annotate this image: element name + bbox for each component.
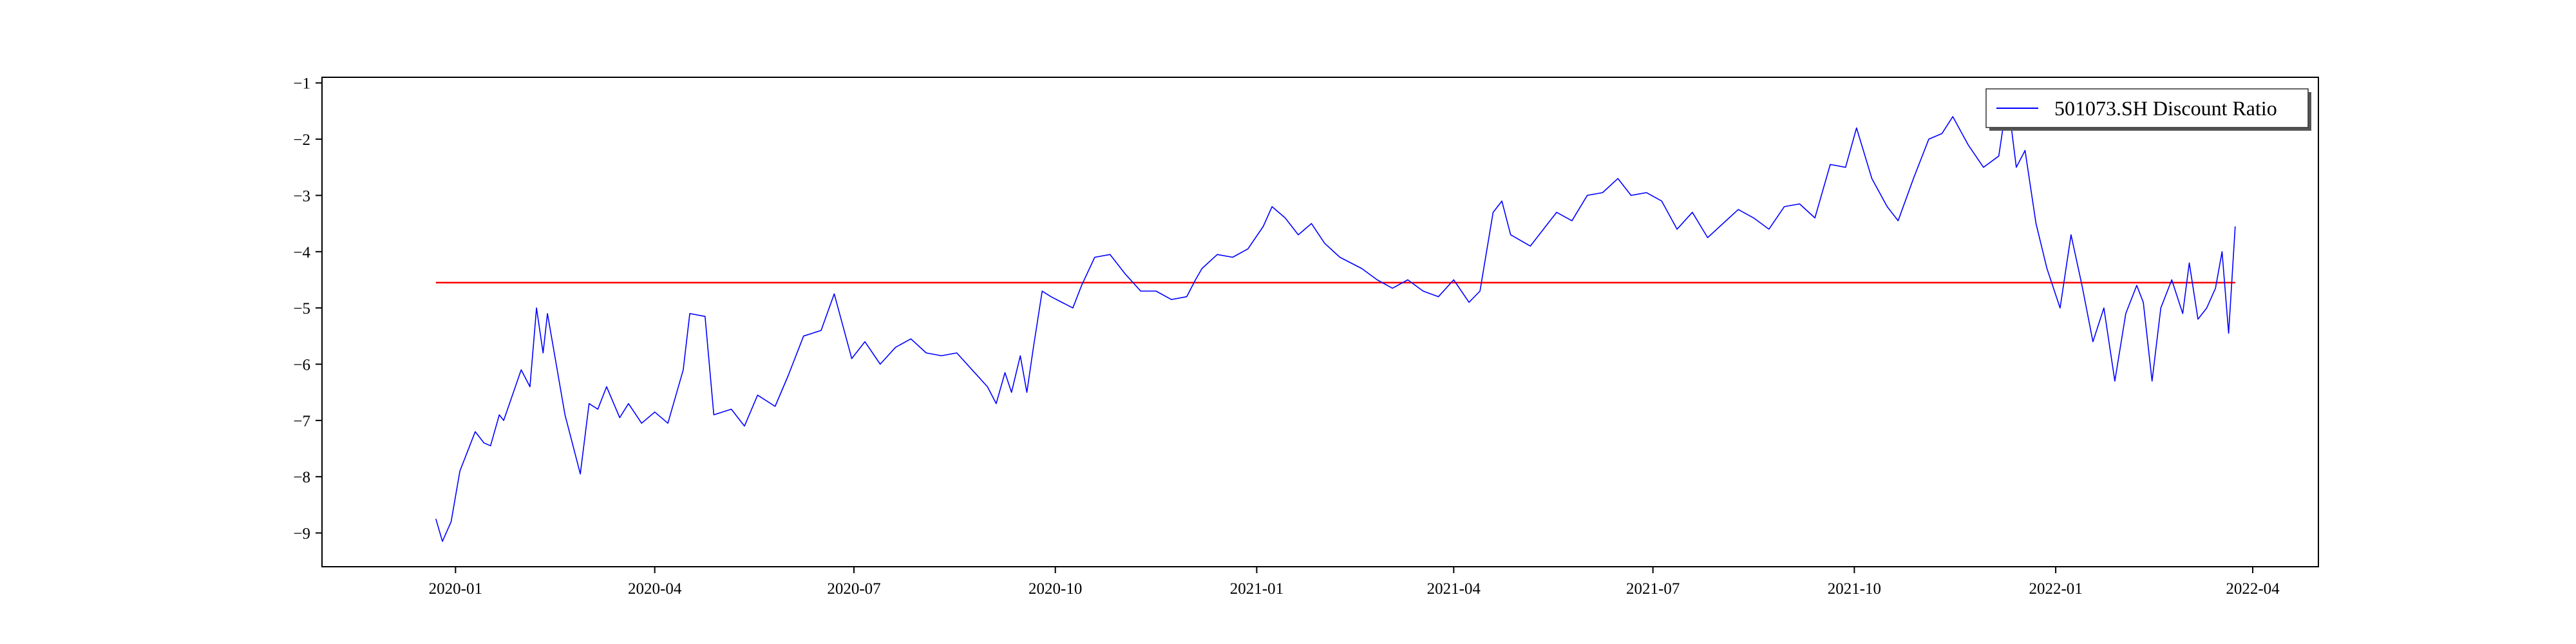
x-tick-label: 2021-04 [1427, 580, 1481, 598]
x-tick-label: 2021-10 [1828, 580, 1881, 598]
x-tick-label: 2022-04 [2226, 580, 2280, 598]
x-tick-label: 2021-01 [1230, 580, 1283, 598]
y-tick-label: −2 [293, 131, 310, 149]
y-tick-label: −3 [293, 187, 310, 205]
legend-box [1985, 88, 2309, 128]
x-tick-label: 2022-01 [2029, 580, 2082, 598]
series-line [435, 96, 2236, 542]
y-tick-label: −6 [293, 357, 310, 374]
y-tick-label: −9 [293, 526, 310, 543]
y-tick-label: −5 [293, 300, 310, 317]
x-axis: 2020-01 2020-04 2020-07 2020-10 2021-01 2021-… [429, 567, 2280, 598]
x-tick-label: 2020-04 [628, 580, 682, 598]
y-tick-label: −1 [293, 75, 310, 93]
x-tick-label: 2020-07 [827, 580, 880, 598]
legend-label: 501073.SH Discount Ratio [2054, 97, 2277, 120]
y-axis: −1 −2 −3 −4 −5 −6 −7 −8 −9 [293, 75, 322, 543]
y-tick-label: −7 [293, 413, 310, 430]
x-tick-label: 2021-07 [1626, 580, 1680, 598]
x-tick-label: 2020-01 [429, 580, 482, 598]
legend: 501073.SH Discount Ratio [1985, 88, 2311, 131]
plot-frame [321, 77, 2319, 567]
series-layer [435, 96, 2236, 542]
x-tick-label: 2020-10 [1028, 580, 1082, 598]
y-tick-label: −4 [293, 244, 310, 261]
y-tick-label: −8 [293, 469, 310, 486]
